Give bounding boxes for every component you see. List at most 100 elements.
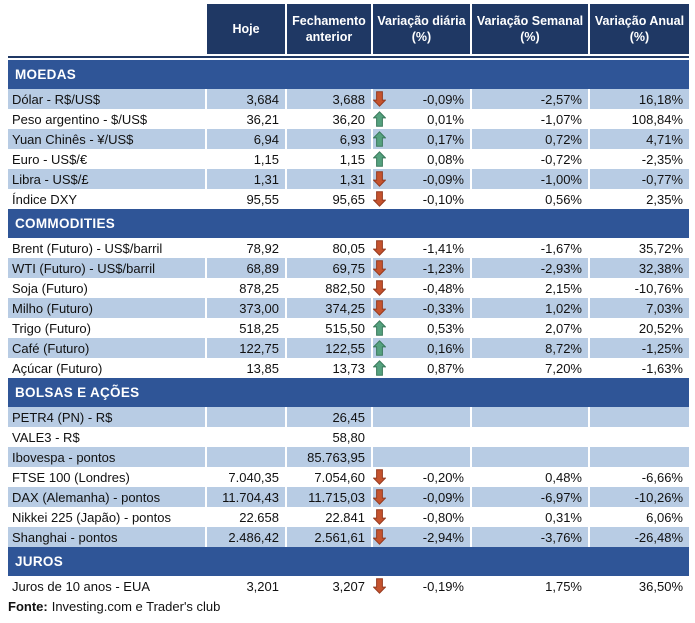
table-row: Libra - US$/£ 1,31 1,31 -0,09% -1,00% -0…	[8, 169, 689, 189]
cell-previous-close: 515,50	[325, 320, 365, 336]
cell-daily-change	[373, 427, 470, 447]
cell-daily-change: -0,09%	[373, 487, 470, 507]
cell-daily-change: -0,09%	[373, 89, 470, 109]
column-header-fechamento-anterior: Fechamento anterior	[287, 4, 371, 54]
cell-today: 373,00	[207, 298, 285, 318]
cell-today	[207, 447, 285, 467]
cell-daily-change: -1,23%	[373, 258, 470, 278]
cell-daily-change	[373, 407, 470, 427]
section-header: BOLSAS E AÇÕES	[8, 378, 689, 407]
cell-weekly-change: 1,75%	[545, 578, 582, 594]
cell-previous-close: 26,45	[287, 407, 371, 427]
cell-weekly-change: 0,31%	[545, 509, 582, 525]
cell-today: 95,55	[246, 191, 279, 207]
daily-change-value: 0,17%	[427, 131, 464, 147]
cell-annual-change: 7,03%	[590, 298, 689, 318]
cell-weekly-change: -1,00%	[472, 169, 588, 189]
table-row: Ibovespa - pontos 85.763,95	[8, 447, 689, 467]
cell-previous-close: 3,207	[332, 578, 365, 594]
section-rows: Brent (Futuro) - US$/barril 78,92 80,05 …	[8, 238, 689, 378]
table-row: Nikkei 225 (Japão) - pontos 22.658 22.84…	[8, 507, 689, 527]
daily-change-value: 0,87%	[427, 360, 464, 376]
cell-previous-close: 882,50	[325, 280, 365, 296]
cell-daily-change: 0,01%	[373, 109, 470, 129]
cell-previous-close: 58,80	[332, 429, 365, 445]
down-arrow-icon	[373, 280, 387, 296]
table-row: Peso argentino - $/US$ 36,21 36,20 0,01%…	[8, 109, 689, 129]
cell-weekly-change: -1,67%	[540, 240, 582, 256]
daily-change-value: 0,01%	[427, 111, 464, 127]
daily-change-value: 0,08%	[427, 151, 464, 167]
cell-daily-change: -2,94%	[373, 527, 470, 547]
cell-daily-change: -0,10%	[373, 189, 470, 209]
row-label: Ibovespa - pontos	[8, 447, 205, 467]
cell-weekly-change: -2,93%	[472, 258, 588, 278]
cell-previous-close: 7.054,60	[314, 469, 365, 485]
table-row: WTI (Futuro) - US$/barril 68,89 69,75 -1…	[8, 258, 689, 278]
cell-daily-change: -0,19%	[373, 576, 470, 596]
cell-annual-change: 6,06%	[646, 509, 683, 525]
row-label: Trigo (Futuro)	[12, 320, 91, 336]
table-row: Índice DXY 95,55 95,65 -0,10% 0,56% 2,35…	[8, 189, 689, 209]
cell-today: 1,15	[253, 151, 279, 167]
cell-daily-change: -0,20%	[373, 467, 470, 487]
row-label: Libra - US$/£	[8, 169, 205, 189]
cell-today: 13,85	[246, 360, 279, 376]
table-section: BOLSAS E AÇÕES PETR4 (PN) - R$ 26,45 VAL…	[8, 378, 689, 547]
section-rows: Juros de 10 anos - EUA 3,201 3,207 -0,19…	[8, 576, 689, 596]
cell-annual-change: 36,50%	[638, 578, 683, 594]
cell-weekly-change: 8,72%	[472, 338, 588, 358]
cell-previous-close: 2.561,61	[287, 527, 371, 547]
up-arrow-icon	[373, 320, 387, 336]
table-row: Dólar - R$/US$ 3,684 3,688 -0,09% -2,57%…	[8, 89, 689, 109]
down-arrow-icon	[373, 240, 387, 256]
row-label: Açúcar (Futuro)	[12, 360, 103, 376]
cell-daily-change: 0,17%	[373, 129, 470, 149]
cell-weekly-change	[472, 447, 588, 467]
table-header: Hoje Fechamento anterior Variação diária…	[8, 4, 689, 54]
header-divider	[8, 56, 689, 58]
cell-annual-change: 20,52%	[638, 320, 683, 336]
cell-previous-close: 13,73	[332, 360, 365, 376]
column-header-hoje: Hoje	[207, 4, 285, 54]
cell-previous-close: 80,05	[332, 240, 365, 256]
daily-change-value: -0,33%	[422, 300, 464, 316]
cell-today: 3,201	[246, 578, 279, 594]
cell-today: 878,25	[239, 280, 279, 296]
up-arrow-icon	[373, 131, 387, 147]
daily-change-value: -1,41%	[422, 240, 464, 256]
row-label: Euro - US$/€	[12, 151, 88, 167]
cell-annual-change: 4,71%	[590, 129, 689, 149]
cell-weekly-change: 2,07%	[545, 320, 582, 336]
cell-annual-change: -10,76%	[634, 280, 683, 296]
daily-change-value: -2,94%	[422, 529, 464, 545]
section-header: MOEDAS	[8, 60, 689, 89]
cell-daily-change: 0,16%	[373, 338, 470, 358]
cell-daily-change: 0,53%	[373, 318, 470, 338]
row-label: Índice DXY	[12, 191, 78, 207]
row-label: Shanghai - pontos	[8, 527, 205, 547]
column-header-variacao-anual: Variação Anual (%)	[590, 4, 689, 54]
column-header-variacao-diaria: Variação diária (%)	[373, 4, 470, 54]
down-arrow-icon	[373, 260, 387, 276]
daily-change-value: -0,09%	[422, 489, 464, 505]
cell-previous-close: 1,15	[339, 151, 365, 167]
daily-change-value: -0,09%	[422, 171, 464, 187]
cell-annual-change: 2,35%	[646, 191, 683, 207]
down-arrow-icon	[373, 489, 387, 505]
source-text: Investing.com e Trader's club	[51, 599, 221, 614]
table-section: MOEDAS Dólar - R$/US$ 3,684 3,688 -0,09%…	[8, 60, 689, 209]
cell-weekly-change: -1,07%	[540, 111, 582, 127]
row-label: WTI (Futuro) - US$/barril	[8, 258, 205, 278]
section-rows: Dólar - R$/US$ 3,684 3,688 -0,09% -2,57%…	[8, 89, 689, 209]
row-label: Juros de 10 anos - EUA	[12, 578, 151, 594]
daily-change-value: -0,19%	[422, 578, 464, 594]
table-row: Milho (Futuro) 373,00 374,25 -0,33% 1,02…	[8, 298, 689, 318]
cell-previous-close: 122,55	[287, 338, 371, 358]
section-header: JUROS	[8, 547, 689, 576]
daily-change-value: -0,48%	[422, 280, 464, 296]
cell-today: 11.704,43	[207, 487, 285, 507]
cell-annual-change: -26,48%	[590, 527, 689, 547]
up-arrow-icon	[373, 340, 387, 356]
